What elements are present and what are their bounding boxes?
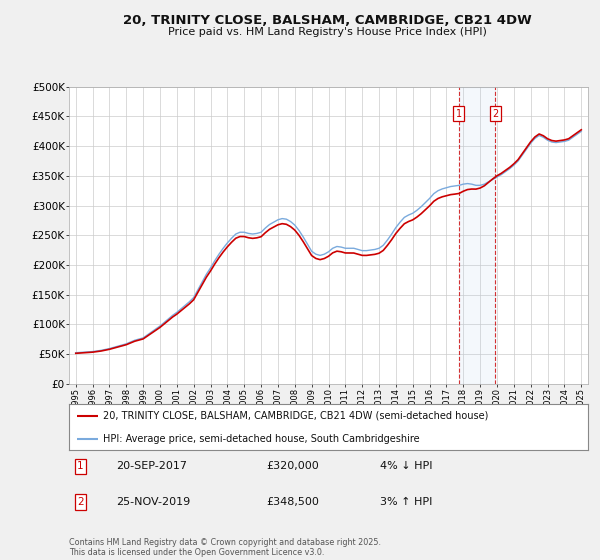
Text: 3% ↑ HPI: 3% ↑ HPI <box>380 497 433 507</box>
Text: £320,000: £320,000 <box>266 461 319 472</box>
Text: Price paid vs. HM Land Registry's House Price Index (HPI): Price paid vs. HM Land Registry's House … <box>167 27 487 37</box>
Text: 4% ↓ HPI: 4% ↓ HPI <box>380 461 433 472</box>
Text: Contains HM Land Registry data © Crown copyright and database right 2025.
This d: Contains HM Land Registry data © Crown c… <box>69 538 381 557</box>
Text: 20, TRINITY CLOSE, BALSHAM, CAMBRIDGE, CB21 4DW (semi-detached house): 20, TRINITY CLOSE, BALSHAM, CAMBRIDGE, C… <box>103 411 488 421</box>
Text: £348,500: £348,500 <box>266 497 319 507</box>
Text: 1: 1 <box>77 461 84 472</box>
Text: 20, TRINITY CLOSE, BALSHAM, CAMBRIDGE, CB21 4DW: 20, TRINITY CLOSE, BALSHAM, CAMBRIDGE, C… <box>122 14 532 27</box>
Text: 1: 1 <box>455 109 461 119</box>
Text: HPI: Average price, semi-detached house, South Cambridgeshire: HPI: Average price, semi-detached house,… <box>103 434 419 444</box>
Text: 2: 2 <box>77 497 84 507</box>
Text: 2: 2 <box>492 109 499 119</box>
Bar <box>458 87 496 384</box>
Text: 20-SEP-2017: 20-SEP-2017 <box>116 461 187 472</box>
Text: 25-NOV-2019: 25-NOV-2019 <box>116 497 190 507</box>
